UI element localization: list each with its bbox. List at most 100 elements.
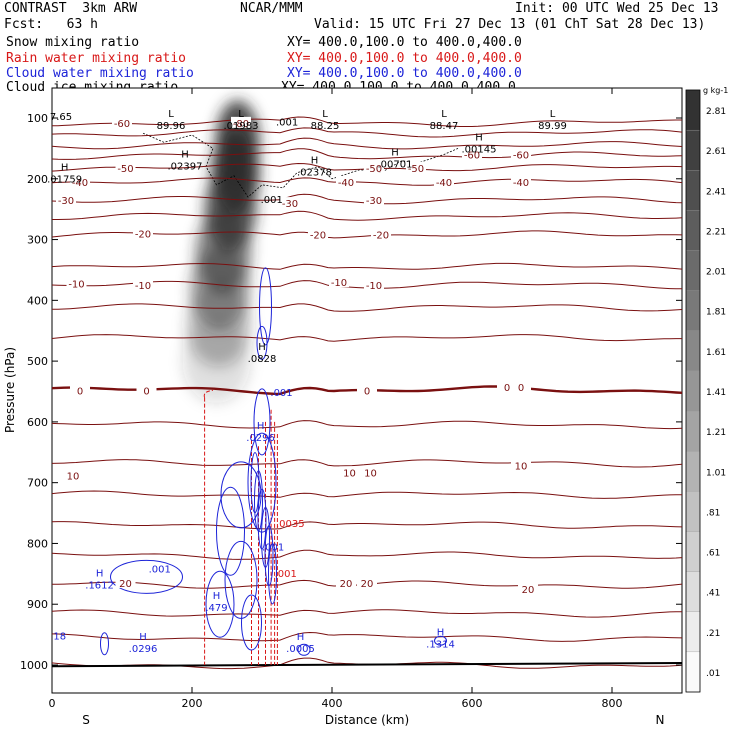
- extremum-mark: H: [391, 148, 399, 159]
- temperature-label: -50: [366, 164, 382, 175]
- extremum-value: .0296: [246, 433, 275, 444]
- temperature-label: 10: [343, 468, 356, 479]
- temperature-label: -40: [338, 178, 354, 189]
- temperature-label: 0: [518, 383, 524, 394]
- label-bg: [133, 279, 153, 291]
- extremum-value: .1612: [85, 581, 114, 592]
- colorbar-label: .61: [706, 549, 720, 559]
- cloud-water-contour: [268, 543, 277, 605]
- label-bg: [518, 583, 538, 595]
- label-bg: [231, 116, 251, 128]
- label-bg: [511, 148, 531, 160]
- temperature-label: -50: [408, 164, 424, 175]
- colorbar-unit: g kg-1: [703, 86, 728, 95]
- colorbar-label: 1.81: [706, 308, 726, 318]
- temperature-label: -60: [464, 150, 480, 161]
- x-axis-label: Distance (km): [325, 713, 409, 727]
- label-bg: [360, 466, 381, 478]
- cloud-water-contour: [224, 540, 258, 619]
- y-tick-label: 100: [27, 112, 48, 125]
- colorbar-label: 2.41: [706, 187, 726, 197]
- colorbar-swatch: [685, 170, 701, 211]
- y-axis-label: Pressure (hPa): [3, 347, 17, 433]
- label-bg: [136, 384, 157, 396]
- field-name-snow: Snow mixing ratio: [6, 35, 140, 50]
- temperature-label: 0: [77, 386, 83, 397]
- field-name-rain: Rain water mixing ratio: [6, 51, 187, 66]
- temperature-label: 10: [515, 462, 528, 473]
- colorbar-label: 1.41: [706, 388, 726, 398]
- x-tick-label: 600: [462, 697, 483, 710]
- colorbar-label: 2.21: [706, 227, 726, 237]
- snow-shade-blob: [182, 319, 251, 404]
- extremum-value: .00701: [378, 160, 413, 171]
- x-tick-label: 200: [182, 697, 203, 710]
- contour-value-label: .001: [261, 195, 283, 206]
- field-xy-cloud-water: XY= 400.0,100.0 to 400.0,400.0: [287, 66, 522, 81]
- extremum-mark: H: [311, 155, 319, 166]
- extremum-value: .0296: [129, 644, 158, 655]
- temperature-label: -10: [135, 281, 151, 292]
- model-title: CONTRAST 3km ARW: [4, 1, 138, 16]
- cloud-water-contour: [253, 388, 271, 456]
- label-bg: [336, 576, 356, 588]
- label-bg: [406, 161, 426, 173]
- colorbar-label: 1.01: [706, 468, 726, 478]
- label-bg: [357, 576, 377, 588]
- label-bg: [280, 197, 300, 209]
- contour-value-label: .0035: [276, 519, 305, 530]
- colorbar-swatch: [685, 571, 701, 612]
- isotherm-line: [52, 303, 682, 312]
- label-bg: [70, 384, 90, 396]
- isotherm-line: [52, 262, 682, 270]
- y-tick-label: 400: [27, 294, 48, 307]
- temperature-label: -40: [72, 178, 88, 189]
- contour-value-label: .001: [262, 543, 284, 554]
- isotherm-line: [52, 490, 682, 499]
- cloud-water-contour: [256, 325, 268, 360]
- colorbar-swatch: [685, 370, 701, 412]
- colorbar-swatch: [685, 210, 701, 251]
- colorbar-swatch: [685, 611, 701, 653]
- colorbar-swatch: [685, 290, 701, 331]
- temperature-label: 10: [364, 468, 377, 479]
- label-bg: [56, 194, 76, 206]
- label-bg: [66, 277, 87, 289]
- x-tick-label: 0: [49, 697, 56, 710]
- temperature-label: 0: [504, 383, 510, 394]
- temperature-label: -20: [373, 231, 389, 242]
- label-bg: [371, 228, 391, 240]
- temperature-label: -40: [513, 178, 529, 189]
- extremum-value: .00145: [462, 144, 497, 155]
- ground-line: [52, 662, 682, 668]
- valid-time: Valid: 15 UTC Fri 27 Dec 13 (01 ChT Sat …: [314, 17, 706, 32]
- extremum-mark: H: [258, 342, 266, 353]
- colorbar-label: 1.61: [706, 348, 726, 358]
- temperature-label: -30: [282, 199, 298, 210]
- temperature-label: 0: [364, 386, 370, 397]
- init-time: Init: 00 UTC Wed 25 Dec 13: [515, 1, 719, 16]
- colorbar-swatch: [685, 451, 701, 492]
- colorbar-swatch: [685, 491, 701, 532]
- colorbar-label: 2.01: [706, 268, 726, 278]
- y-tick-label: 600: [27, 416, 48, 429]
- extremum-value: .479: [205, 603, 227, 614]
- extremum-value: 88.47: [430, 121, 459, 132]
- cloud-water-contour: [434, 635, 447, 646]
- extremum-mark: L: [550, 109, 556, 120]
- label-bg: [112, 116, 132, 128]
- extremum-value: 89.96: [157, 121, 186, 132]
- colorbar-label: .41: [706, 589, 720, 599]
- temperature-label: 0: [143, 386, 149, 397]
- isotherm-line: [52, 137, 682, 150]
- isotherm-line: [52, 116, 682, 127]
- extremum-mark: L: [238, 109, 244, 120]
- extremum-value: .02378: [297, 167, 332, 178]
- extremum-value: 88.25: [311, 121, 340, 132]
- temperature-label: -60: [513, 150, 529, 161]
- label-bg: [511, 381, 531, 393]
- extremum-mark: H: [213, 591, 221, 602]
- label-bg: [115, 576, 136, 588]
- colorbar-swatch: [685, 250, 701, 291]
